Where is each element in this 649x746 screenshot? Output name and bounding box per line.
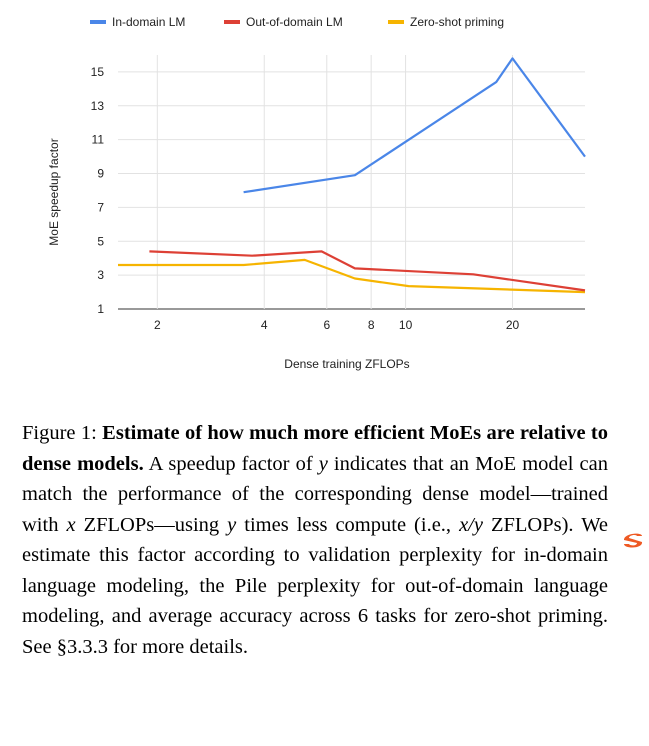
caption-text: A speedup factor of [143, 452, 319, 475]
legend-label: Out-of-domain LM [246, 15, 343, 29]
y-tick-label: 5 [97, 234, 104, 248]
legend-swatch [388, 20, 404, 24]
y-tick-label: 13 [91, 99, 105, 113]
caption-var-y: y [227, 513, 237, 536]
x-tick-label: 10 [399, 318, 413, 332]
x-tick-label: 2 [154, 318, 161, 332]
caption-var-xy: x/y [459, 513, 483, 536]
x-axis-title: Dense training ZFLOPs [284, 357, 409, 371]
caption-var-y: y [318, 452, 328, 475]
series-line-in-domain-lm [243, 57, 586, 194]
caption-text: ZFLOPs). We estimate this factor accordi… [22, 513, 609, 658]
y-tick-label: 15 [91, 65, 105, 79]
caption-text: indicates that an MoE model can match th… [22, 452, 609, 536]
y-tick-label: 11 [92, 133, 105, 147]
legend-label: Zero-shot priming [410, 15, 504, 29]
caption-text: ZFLOPs—using [75, 513, 228, 536]
section-reference-link[interactable]: §3.3.3 [56, 635, 108, 658]
x-axis-ticks: 2 4 6 8 10 20 [154, 318, 520, 332]
caption-var-x: x [66, 513, 76, 536]
series-line-zero-shot-priming [118, 258, 586, 294]
x-tick-label: 6 [323, 318, 330, 332]
caption-text: times less compute (i.e., [236, 513, 460, 536]
y-tick-label: 9 [97, 167, 104, 181]
caption-text: for more details. [107, 635, 249, 658]
caption-label: Figure 1: [22, 422, 103, 444]
x-tick-label: 8 [368, 318, 375, 332]
chart: In-domain LM Out-of-domain LM Zero-shot pr… [47, 15, 586, 371]
s-logo-icon [624, 533, 643, 548]
caption-title: Estimate of how much more efficient MoEs… [22, 422, 608, 475]
y-tick-label: 3 [97, 268, 104, 282]
x-tick-label: 4 [261, 318, 268, 332]
y-tick-label: 1 [97, 302, 104, 316]
legend-label: In-domain LM [112, 15, 185, 29]
legend: In-domain LM Out-of-domain LM Zero-shot pr… [90, 15, 504, 29]
y-tick-label: 7 [97, 200, 104, 214]
legend-swatch [90, 20, 106, 24]
figure-caption: Figure 1: Estimate of how much more effi… [22, 418, 608, 662]
series-lines [118, 57, 586, 294]
y-axis-title: MoE speedup factor [47, 138, 61, 245]
legend-swatch [224, 20, 240, 24]
grid-lines [118, 55, 585, 310]
series-line-out-of-domain-lm [149, 250, 586, 292]
x-tick-label: 20 [506, 318, 520, 332]
